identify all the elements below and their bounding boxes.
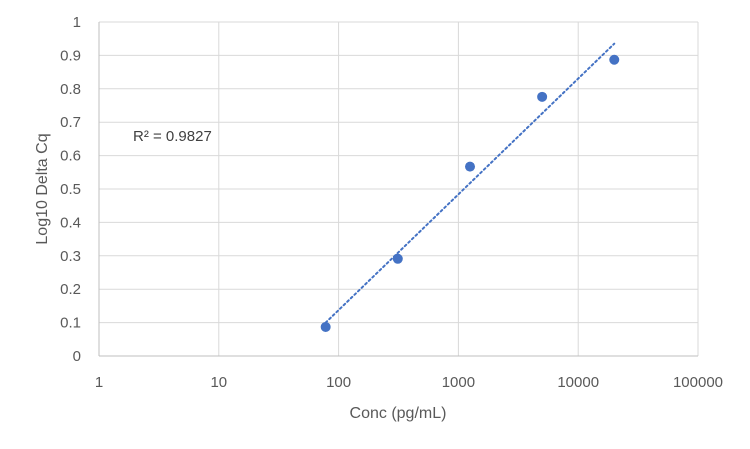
y-tick-label: 0	[73, 348, 81, 365]
y-tick-labels: 0 0.1 0.2 0.3 0.4 0.5 0.6 0.7 0.8 0.9 1	[60, 14, 81, 365]
y-tick-label: 0.4	[60, 214, 81, 231]
data-points	[320, 54, 620, 332]
data-point	[537, 91, 548, 102]
x-tick-label: 1	[95, 374, 103, 391]
x-tick-labels: 1 10 100 1000 10000 100000	[95, 374, 723, 391]
x-tick-label: 10	[210, 374, 227, 391]
y-tick-label: 1	[73, 14, 81, 31]
y-axis-title: Log10 Delta Cq	[34, 133, 51, 244]
y-tick-label: 0.3	[60, 248, 81, 265]
x-tick-label: 10000	[557, 374, 599, 391]
y-tick-label: 0.6	[60, 148, 81, 165]
y-tick-label: 0.7	[60, 114, 81, 131]
y-tick-label: 0.5	[60, 181, 81, 198]
data-point	[392, 253, 403, 264]
axes	[98, 22, 698, 357]
trendline	[324, 42, 616, 324]
data-point	[465, 161, 476, 172]
x-axis-title: Conc (pg/mL)	[350, 405, 447, 422]
y-tick-label: 0.1	[60, 315, 81, 332]
r-squared-annotation: R² = 0.9827	[133, 128, 212, 145]
gridlines	[99, 21, 699, 356]
trendline-group	[324, 42, 616, 324]
x-tick-label: 100000	[673, 374, 723, 391]
x-tick-label: 1000	[442, 374, 475, 391]
y-tick-label: 0.9	[60, 47, 81, 64]
x-tick-label: 100	[326, 374, 351, 391]
y-tick-label: 0.8	[60, 81, 81, 98]
y-tick-label: 0.2	[60, 281, 81, 298]
data-point	[320, 321, 331, 332]
data-point	[609, 54, 620, 65]
